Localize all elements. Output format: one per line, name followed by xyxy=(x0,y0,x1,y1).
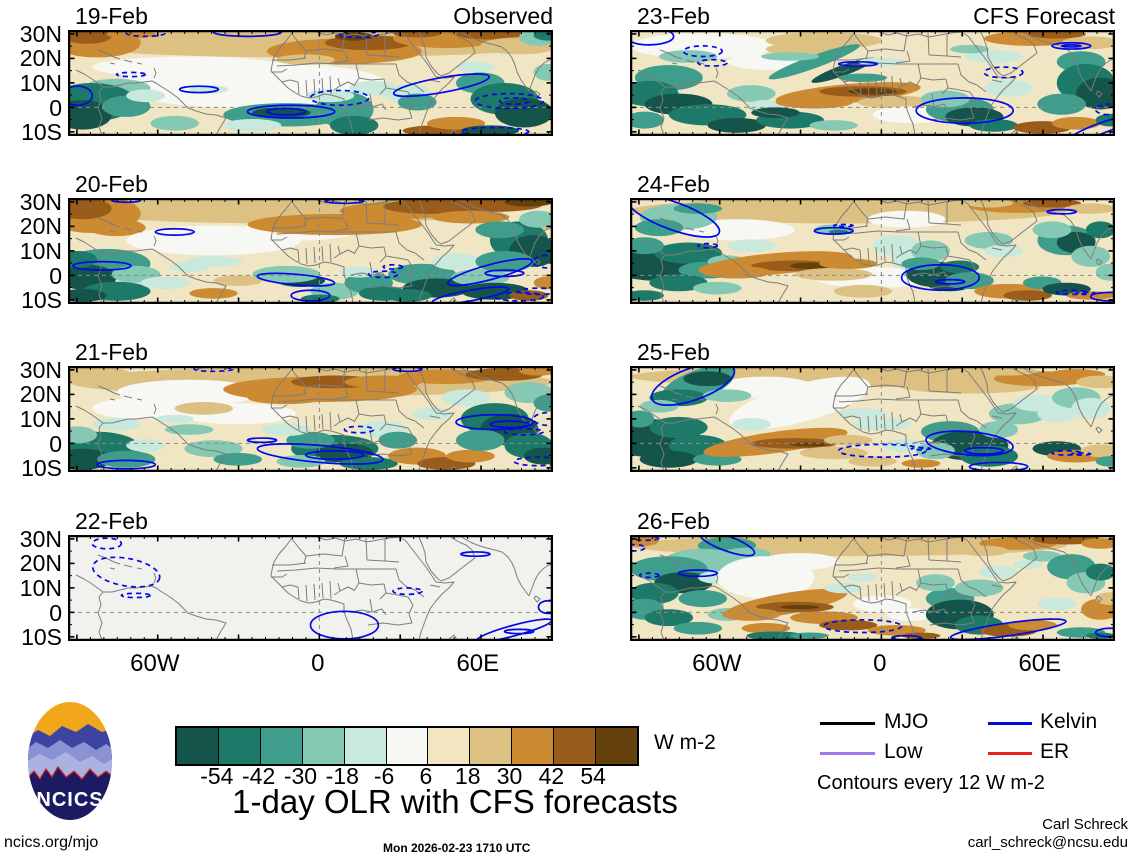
colorbar-tick-label: -18 xyxy=(325,763,359,789)
panel-title-row: 21-Feb xyxy=(68,339,553,365)
y-axis-label: 10S xyxy=(21,624,62,651)
figure-title: 1-day OLR with CFS forecasts xyxy=(232,783,678,820)
legend-line-low xyxy=(820,752,875,755)
site-link[interactable]: ncics.org/mjo xyxy=(4,834,99,851)
colorbar-segment xyxy=(512,728,555,764)
colorbar-tick-label: -42 xyxy=(242,763,276,789)
forecast-column-label: CFS Forecast xyxy=(973,3,1115,29)
colorbar-tick-label: -30 xyxy=(283,763,318,789)
colorbar-segment xyxy=(218,728,261,764)
panel-title-row: 24-Feb xyxy=(630,171,1115,197)
x-axis-label: 60W xyxy=(130,650,180,677)
colorbar-tick-label: 30 xyxy=(496,763,523,789)
y-axis-label: 0 xyxy=(49,430,62,457)
y-axis-label: 10S xyxy=(21,287,62,314)
panel-title-row: 22-Feb xyxy=(68,508,553,534)
run-timestamp: Mon 2026-02-23 1710 UTC xyxy=(383,841,531,855)
panel-date: 26-Feb xyxy=(637,508,710,534)
logo-text: NCICS xyxy=(36,789,103,811)
x-axis-label: 0 xyxy=(873,650,887,677)
map-panel-22-feb xyxy=(68,535,553,641)
panel-title-row: 20-Feb xyxy=(68,171,553,197)
colorbar xyxy=(175,726,639,766)
colorbar-tick-label: 54 xyxy=(580,763,606,789)
y-axis-label: 10N xyxy=(19,575,62,601)
panel-date: 20-Feb xyxy=(75,171,148,197)
credit-email[interactable]: carl_schreck@ncsu.edu xyxy=(967,834,1128,851)
y-axis-label: 10S xyxy=(21,455,62,482)
x-axis-label: 60E xyxy=(456,650,500,677)
panel-date: 24-Feb xyxy=(637,171,710,197)
colorbar-segment xyxy=(554,728,597,764)
map-panel-24-feb xyxy=(630,198,1115,304)
colorbar-segment xyxy=(428,728,471,764)
y-axis-label: 30N xyxy=(19,20,62,47)
x-axis-label: 0 xyxy=(311,650,325,677)
y-axis-label: 30N xyxy=(19,356,62,383)
colorbar-segment xyxy=(470,728,513,764)
y-axis-label: 20N xyxy=(19,213,62,240)
ncics-logo: NCICS xyxy=(28,702,112,820)
observed-column-label: Observed xyxy=(453,3,553,29)
logo-base xyxy=(28,768,112,820)
colorbar-segment xyxy=(177,728,219,764)
y-axis-label: 20N xyxy=(19,45,62,72)
colorbar-segment xyxy=(260,728,303,764)
y-axis-label: 0 xyxy=(49,262,62,289)
colorbar-segment xyxy=(596,728,637,764)
y-axis-label: 30N xyxy=(19,188,62,215)
panel-date: 22-Feb xyxy=(75,508,148,534)
legend-label-low: Low xyxy=(884,740,923,763)
panel-date: 23-Feb xyxy=(637,3,710,29)
x-axis-label: 60E xyxy=(1018,650,1062,677)
map-panel-21-feb xyxy=(68,366,553,472)
y-axis-label: 30N xyxy=(19,525,62,552)
panel-date: 19-Feb xyxy=(75,3,148,29)
y-axis-label: 10N xyxy=(19,238,62,264)
map-panel-25-feb xyxy=(630,366,1115,472)
panel-title-row: 25-Feb xyxy=(630,339,1115,365)
legend-line-kelvin xyxy=(988,722,1032,725)
y-axis-label: 0 xyxy=(49,94,62,121)
y-axis-label: 0 xyxy=(49,599,62,626)
colorbar-segment xyxy=(386,728,429,764)
panel-date: 21-Feb xyxy=(75,339,148,365)
colorbar-segment xyxy=(344,728,387,764)
x-axis-label: 60W xyxy=(692,650,742,677)
y-axis-label: 10N xyxy=(19,70,62,96)
panel-date: 25-Feb xyxy=(637,339,710,365)
colorbar-tick-label: 42 xyxy=(538,763,565,789)
map-panel-26-feb xyxy=(630,535,1115,641)
panel-title-row: 19-Feb Observed xyxy=(68,3,553,29)
credit-name: Carl Schreck xyxy=(1042,816,1128,833)
panel-title-row: 26-Feb xyxy=(630,508,1115,534)
contour-interval-note: Contours every 12 W m-2 xyxy=(817,772,1045,794)
map-panel-20-feb xyxy=(68,198,553,304)
panel-title-row: 23-Feb CFS Forecast xyxy=(630,3,1115,29)
map-panel-23-feb xyxy=(630,30,1115,136)
legend-label-er: ER xyxy=(1040,740,1070,763)
y-axis-label: 20N xyxy=(19,550,62,577)
colorbar-unit-label: W m-2 xyxy=(654,731,716,754)
colorbar-tick-label: -6 xyxy=(373,763,395,789)
legend-line-er xyxy=(988,752,1032,755)
y-axis-label: 20N xyxy=(19,381,62,408)
colorbar-segment xyxy=(302,728,345,764)
legend-line-mjo xyxy=(820,722,875,725)
map-panel-19-feb xyxy=(68,30,553,136)
colorbar-tick-label: 6 xyxy=(419,763,433,789)
colorbar-tick-label: 18 xyxy=(454,763,481,789)
legend-label-kelvin: Kelvin xyxy=(1040,710,1098,733)
colorbar-tick-label: -54 xyxy=(200,763,234,789)
y-axis-label: 10N xyxy=(19,406,62,432)
legend-label-mjo: MJO xyxy=(884,710,929,733)
y-axis-label: 10S xyxy=(21,119,62,146)
